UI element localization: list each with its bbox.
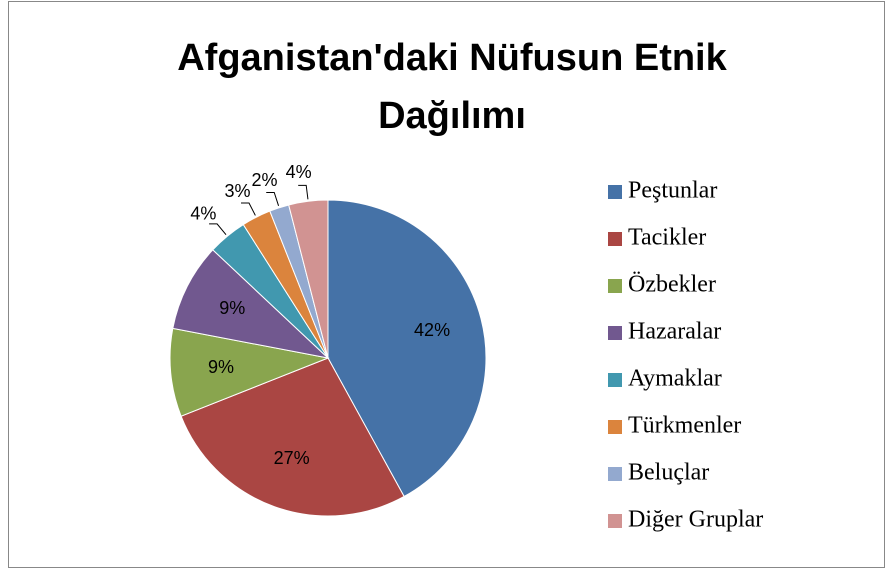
data-label: 42% <box>414 320 450 340</box>
legend-swatch <box>608 514 622 528</box>
data-label: 27% <box>274 448 310 468</box>
legend-swatch <box>608 279 622 293</box>
pie-slice <box>288 199 329 359</box>
legend-label: Hazaralar <box>628 319 721 345</box>
data-label: 4% <box>286 162 312 182</box>
legend-label: Beluçlar <box>628 460 709 486</box>
legend-swatch <box>608 185 622 199</box>
pie-slice <box>327 199 487 498</box>
data-label: 9% <box>219 298 245 318</box>
legend-swatch <box>608 420 622 434</box>
legend-label: Diğer Gruplar <box>628 507 763 533</box>
leader-line <box>209 223 227 236</box>
data-label: 4% <box>190 203 216 223</box>
pie-slice <box>172 249 330 359</box>
pie-slice <box>180 357 405 517</box>
legend-swatch <box>608 467 622 481</box>
leader-line <box>241 202 256 216</box>
legend-label: Peştunlar <box>628 178 717 204</box>
legend-label: Tacikler <box>628 225 706 251</box>
data-label: 3% <box>225 181 251 201</box>
pie-slice <box>169 327 330 417</box>
leader-line <box>266 192 280 206</box>
legend-label: Aymaklar <box>628 366 722 392</box>
leader-line <box>298 184 309 200</box>
legend-swatch <box>608 232 622 246</box>
legend-swatch <box>608 373 622 387</box>
legend-label: Özbekler <box>628 272 716 298</box>
legend-swatch <box>608 326 622 340</box>
data-label: 2% <box>252 170 278 190</box>
chart-title: Afganistan'daki Nüfusun Etnik Dağılımı <box>177 37 727 137</box>
legend-label: Türkmenler <box>628 413 741 439</box>
data-label: 9% <box>208 357 234 377</box>
